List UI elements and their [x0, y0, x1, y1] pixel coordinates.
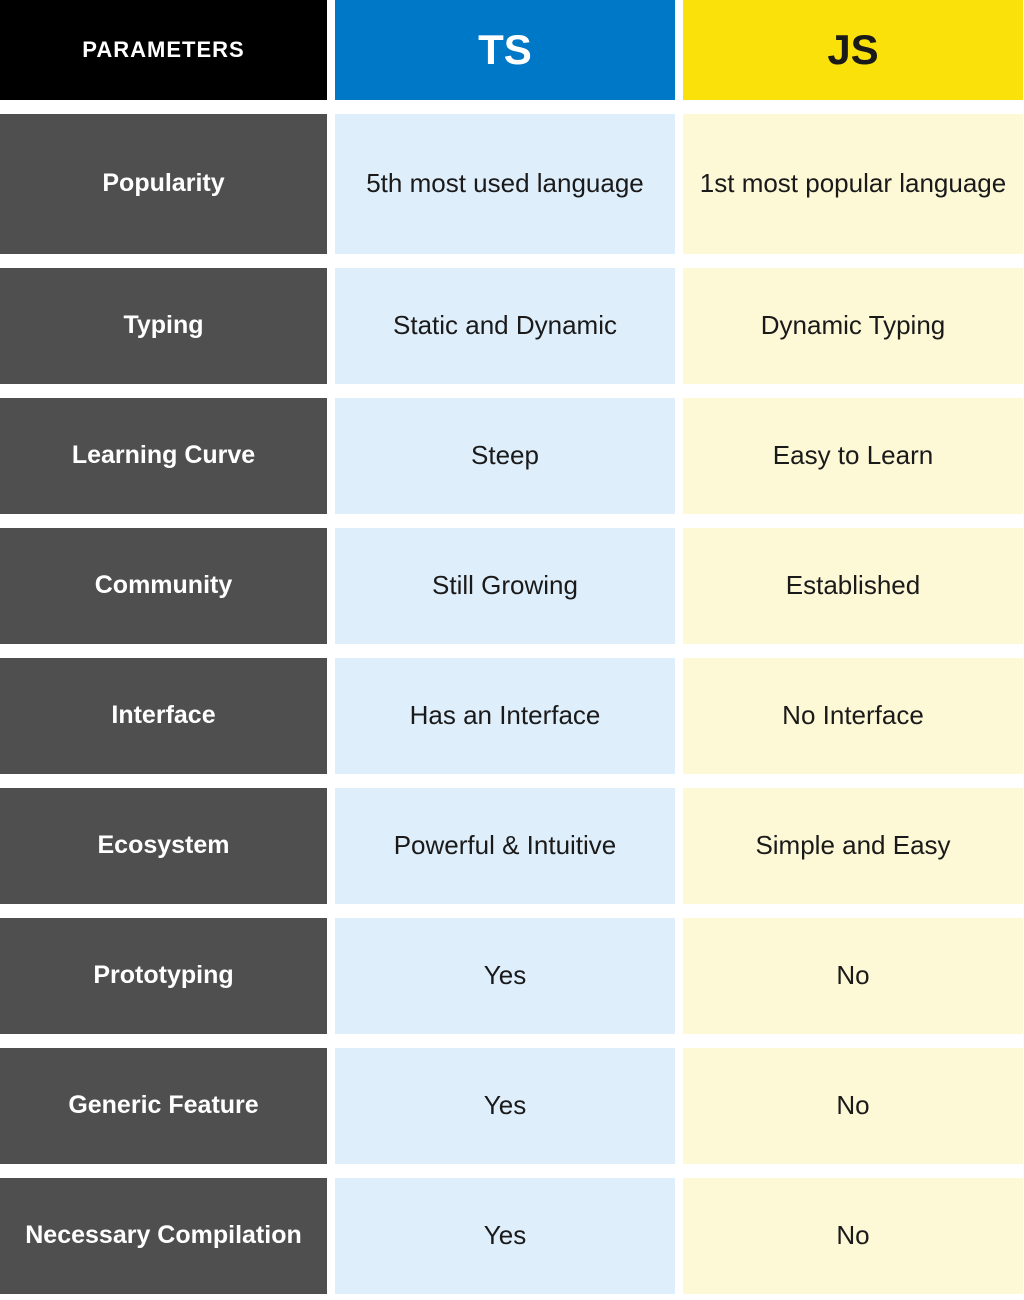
header-parameters: PARAMETERS [0, 0, 327, 100]
js-value: No [683, 1048, 1023, 1164]
param-label: Interface [0, 658, 327, 774]
ts-value: Powerful & Intuitive [335, 788, 675, 904]
js-value: No [683, 918, 1023, 1034]
comparison-table: PARAMETERS TS JS Popularity 5th most use… [0, 0, 1024, 1294]
ts-value: Yes [335, 918, 675, 1034]
ts-value: Has an Interface [335, 658, 675, 774]
ts-value: Yes [335, 1178, 675, 1294]
param-label: Ecosystem [0, 788, 327, 904]
param-label: Learning Curve [0, 398, 327, 514]
param-label: Popularity [0, 114, 327, 254]
param-label: Prototyping [0, 918, 327, 1034]
ts-value: Static and Dynamic [335, 268, 675, 384]
param-label: Community [0, 528, 327, 644]
js-value: No Interface [683, 658, 1023, 774]
ts-value: Still Growing [335, 528, 675, 644]
js-value: Established [683, 528, 1023, 644]
param-label: Typing [0, 268, 327, 384]
js-value: Dynamic Typing [683, 268, 1023, 384]
ts-value: Steep [335, 398, 675, 514]
ts-value: 5th most used language [335, 114, 675, 254]
js-value: Easy to Learn [683, 398, 1023, 514]
js-value: Simple and Easy [683, 788, 1023, 904]
ts-value: Yes [335, 1048, 675, 1164]
header-ts: TS [335, 0, 675, 100]
js-value: 1st most popular language [683, 114, 1023, 254]
param-label: Generic Feature [0, 1048, 327, 1164]
header-js: JS [683, 0, 1023, 100]
js-value: No [683, 1178, 1023, 1294]
param-label: Necessary Compilation [0, 1178, 327, 1294]
